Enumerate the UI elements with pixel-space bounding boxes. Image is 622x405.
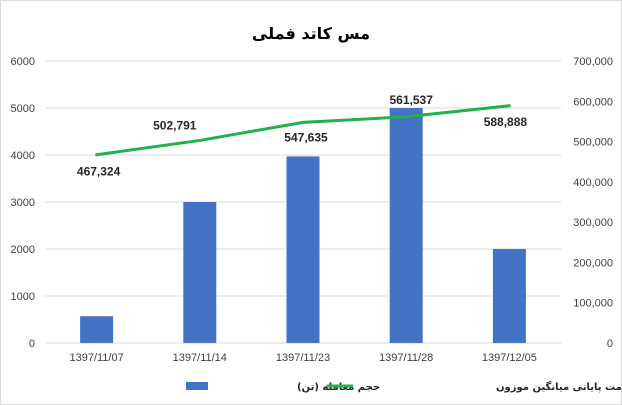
line-point (404, 115, 408, 119)
line-point (301, 120, 305, 124)
right-tick-label: 700,000 (573, 56, 613, 68)
price-data-label: 547,635 (284, 130, 328, 144)
x-tick-label: 1397/11/07 (69, 352, 123, 364)
legend: حجم معامله (تن) قیمت پایانی میانگین موزو… (186, 380, 621, 393)
x-tick-label: 1397/11/28 (379, 352, 433, 364)
left-tick-label: 0 (29, 338, 35, 350)
line-point (95, 153, 99, 157)
right-tick-label: 100,000 (573, 298, 613, 310)
chart-title: مس کاتد فملی (252, 24, 370, 43)
price-data-label: 561,537 (390, 93, 434, 107)
left-axis: 0 1000 2000 3000 4000 5000 6000 (11, 56, 35, 350)
right-tick-label: 500,000 (573, 137, 613, 149)
left-tick-label: 4000 (11, 150, 35, 162)
legend-line-label: قیمت پایانی میانگین موزون (496, 380, 621, 393)
x-axis: 1397/11/07 1397/11/14 1397/11/23 1397/11/28… (69, 352, 536, 364)
bars (80, 108, 526, 343)
right-tick-label: 300,000 (573, 217, 613, 229)
left-tick-label: 6000 (11, 56, 35, 68)
left-tick-label: 3000 (11, 197, 35, 209)
left-tick-label: 5000 (11, 103, 35, 115)
line-point (507, 104, 511, 108)
bar (389, 108, 423, 343)
bar (492, 249, 526, 343)
right-tick-label: 0 (607, 338, 613, 350)
x-tick-label: 1397/12/05 (482, 352, 537, 364)
right-tick-label: 600,000 (573, 96, 613, 108)
price-data-label: 588,888 (484, 115, 528, 129)
price-line (95, 104, 511, 157)
left-tick-label: 1000 (11, 291, 35, 303)
left-tick-label: 2000 (11, 244, 35, 256)
x-tick-label: 1397/11/23 (276, 352, 330, 364)
bar (80, 316, 114, 343)
bar (183, 202, 217, 343)
legend-bar-swatch (186, 382, 208, 390)
bar (286, 156, 320, 343)
x-tick-label: 1397/11/14 (173, 352, 227, 364)
right-axis: 0 100,000 200,000 300,000 400,000 500,000 600,… (573, 56, 613, 350)
data-labels: 467,324 502,791 547,635 561,537 588,888 (77, 93, 528, 179)
right-tick-label: 400,000 (573, 177, 613, 189)
price-data-label: 502,791 (153, 118, 197, 132)
right-tick-label: 200,000 (573, 257, 613, 269)
line-point (198, 138, 202, 142)
price-data-label: 467,324 (77, 165, 121, 179)
